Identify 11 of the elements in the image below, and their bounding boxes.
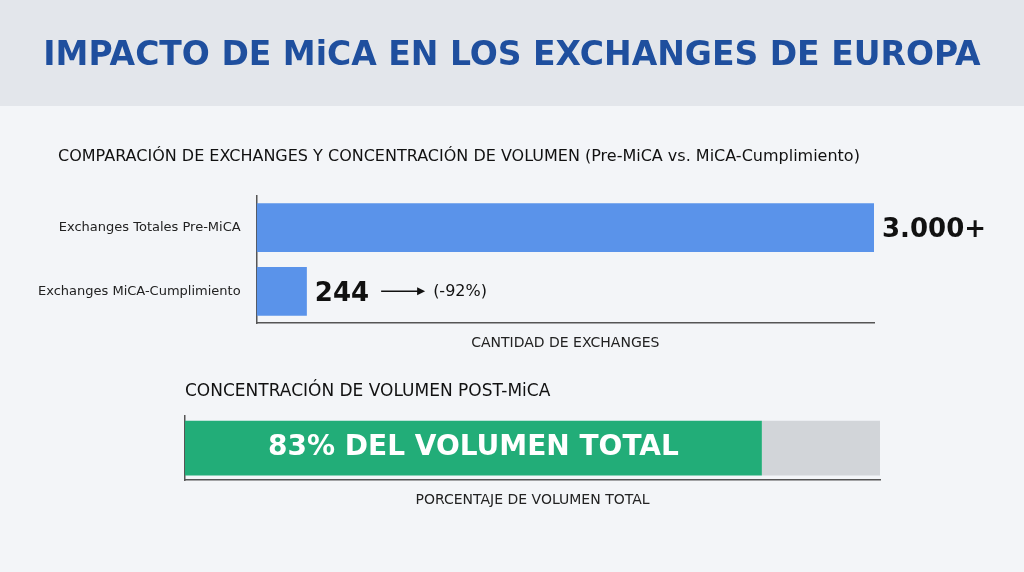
chart-title: IMPACTO DE MiCA EN LOS EXCHANGES DE EUROPA	[43, 33, 981, 73]
data-label: 83% DEL VOLUMEN TOTAL	[268, 429, 679, 463]
y-tick-label: Exchanges Totales Pre-MiCA	[58, 219, 241, 235]
chart-title: CONCENTRACIÓN DE VOLUMEN POST-MiCA	[185, 380, 551, 400]
data-label: 244	[314, 277, 370, 308]
y-tick-label: Exchanges MiCA-Cumplimiento	[37, 282, 241, 298]
data-label: 3.000+	[882, 213, 987, 244]
annotation: (-92%)	[433, 280, 487, 300]
x-axis-title: PORCENTAJE DE VOLUMEN TOTAL	[415, 491, 650, 508]
chart-subtitle: COMPARACIÓN DE EXCHANGES Y CONCENTRACIÓN DE VOLUMEN (Pre-MiCA vs. MiCA-Cumplimiento)	[58, 146, 860, 165]
x-axis-title: CANTIDAD DE EXCHANGES	[471, 334, 660, 351]
